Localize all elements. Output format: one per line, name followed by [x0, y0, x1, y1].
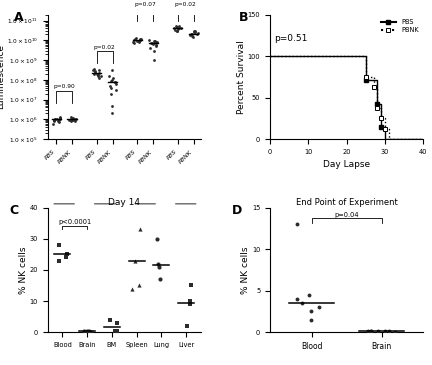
Y-axis label: Luminescence: Luminescence — [0, 45, 5, 110]
Y-axis label: Percent Survival: Percent Survival — [237, 40, 246, 114]
Text: D13: D13 — [138, 216, 152, 222]
Text: D0: D0 — [59, 216, 69, 222]
Text: p=0.07: p=0.07 — [134, 2, 156, 7]
Text: D7: D7 — [100, 216, 110, 222]
Text: A: A — [14, 11, 23, 24]
Title: Day 14: Day 14 — [108, 198, 140, 207]
Text: C: C — [9, 204, 18, 217]
Title: End Point of Experiment: End Point of Experiment — [296, 198, 397, 207]
Text: p=0.02: p=0.02 — [175, 2, 197, 7]
Text: p=0.51: p=0.51 — [274, 34, 307, 43]
Text: D20: D20 — [179, 216, 193, 222]
Y-axis label: % NK cells: % NK cells — [241, 246, 251, 293]
Text: B: B — [239, 11, 249, 24]
Legend: PBS, PBNK: PBS, PBNK — [380, 18, 420, 35]
Text: p=0.02: p=0.02 — [94, 45, 115, 50]
Text: p<0.0001: p<0.0001 — [58, 219, 91, 225]
X-axis label: Day Lapse: Day Lapse — [323, 160, 370, 169]
Text: p=0.04: p=0.04 — [334, 212, 359, 218]
Text: p=0.90: p=0.90 — [53, 84, 75, 89]
Y-axis label: % NK cells: % NK cells — [19, 246, 28, 293]
Text: D: D — [232, 204, 242, 217]
